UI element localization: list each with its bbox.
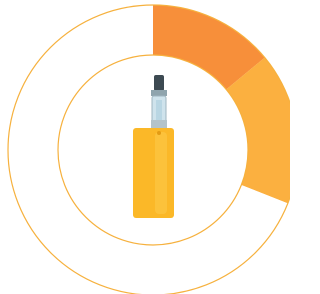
- box-mod: [133, 128, 174, 218]
- mouthpiece: [154, 75, 164, 91]
- highlight: [155, 132, 167, 214]
- button: [157, 131, 161, 135]
- connector: [151, 120, 167, 129]
- coil: [156, 100, 162, 122]
- vape-icon: [133, 75, 174, 218]
- ring: [151, 90, 167, 96]
- chart: [0, 0, 290, 294]
